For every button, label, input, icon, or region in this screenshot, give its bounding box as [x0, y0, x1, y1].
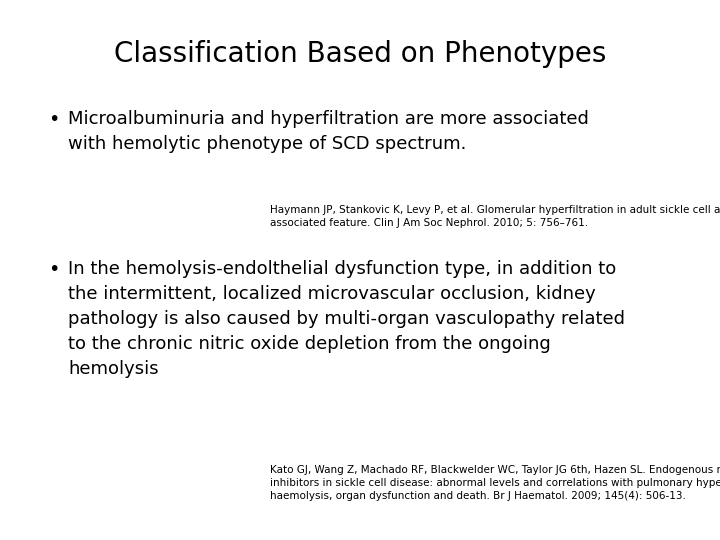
Text: In the hemolysis-endolthelial dysfunction type, in addition to
the intermittent,: In the hemolysis-endolthelial dysfunctio… [68, 260, 625, 378]
Text: •: • [48, 110, 59, 129]
Text: Haymann JP, Stankovic K, Levy P, et al. Glomerular hyperfiltration in adult sick: Haymann JP, Stankovic K, Levy P, et al. … [270, 205, 720, 228]
Text: Kato GJ, Wang Z, Machado RF, Blackwelder WC, Taylor JG 6th, Hazen SL. Endogenous: Kato GJ, Wang Z, Machado RF, Blackwelder… [270, 465, 720, 502]
Text: Classification Based on Phenotypes: Classification Based on Phenotypes [114, 40, 606, 68]
Text: Microalbuminuria and hyperfiltration are more associated
with hemolytic phenotyp: Microalbuminuria and hyperfiltration are… [68, 110, 589, 153]
Text: •: • [48, 260, 59, 279]
